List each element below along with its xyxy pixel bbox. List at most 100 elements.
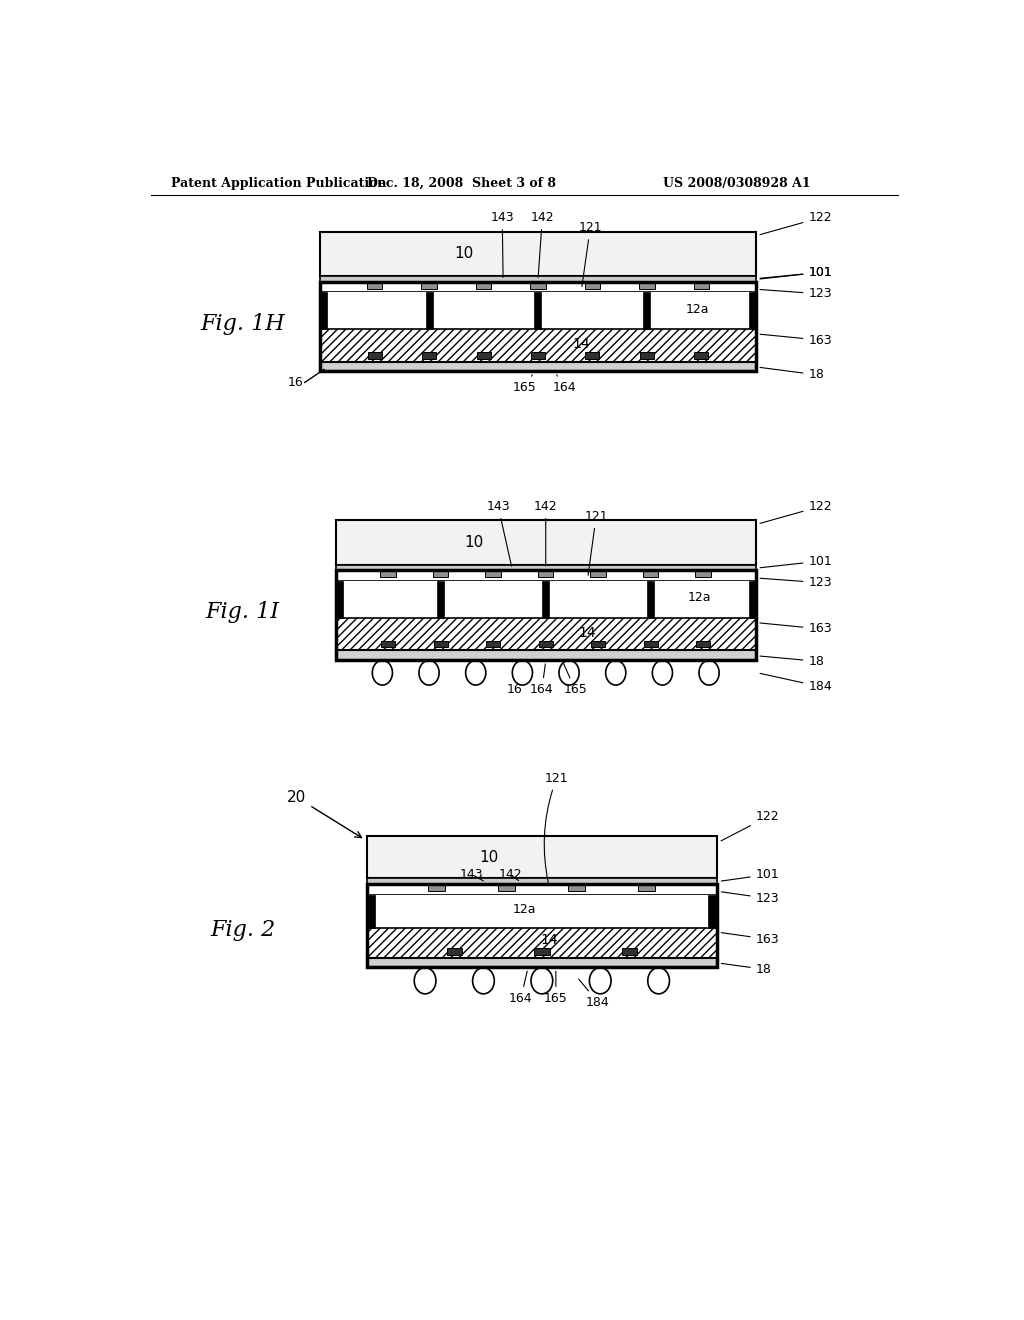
- Bar: [428, 884, 445, 891]
- Bar: [535, 948, 550, 954]
- Text: 122: 122: [760, 500, 833, 524]
- Bar: [709, 895, 717, 928]
- Bar: [446, 948, 462, 954]
- Text: Dec. 18, 2008  Sheet 3 of 8: Dec. 18, 2008 Sheet 3 of 8: [367, 177, 556, 190]
- Bar: [421, 281, 437, 289]
- Ellipse shape: [466, 660, 485, 685]
- Bar: [336, 565, 756, 570]
- Bar: [321, 362, 756, 371]
- Bar: [591, 570, 606, 577]
- Bar: [643, 293, 650, 330]
- Text: Fig. 1I: Fig. 1I: [206, 602, 280, 623]
- Text: 14: 14: [540, 933, 558, 948]
- Text: 101: 101: [760, 554, 833, 568]
- Text: 165: 165: [544, 972, 567, 1005]
- Ellipse shape: [652, 660, 673, 685]
- Bar: [543, 581, 549, 618]
- Text: 10: 10: [479, 850, 499, 865]
- Bar: [336, 651, 756, 660]
- Bar: [622, 948, 637, 954]
- Ellipse shape: [605, 660, 626, 685]
- Text: 18: 18: [760, 367, 824, 381]
- Bar: [644, 642, 657, 647]
- Bar: [585, 281, 600, 289]
- Bar: [336, 581, 343, 618]
- Bar: [367, 895, 717, 928]
- Bar: [586, 352, 599, 359]
- Text: 164: 164: [552, 375, 575, 395]
- Bar: [694, 352, 709, 359]
- Bar: [336, 570, 756, 581]
- Ellipse shape: [699, 660, 719, 685]
- Bar: [433, 570, 449, 577]
- Bar: [368, 352, 382, 359]
- Bar: [749, 581, 756, 618]
- Text: 123: 123: [760, 288, 833, 301]
- Text: 10: 10: [465, 535, 484, 550]
- Bar: [367, 958, 717, 966]
- Ellipse shape: [473, 968, 495, 994]
- Bar: [643, 570, 658, 577]
- Bar: [336, 581, 756, 618]
- Bar: [485, 570, 501, 577]
- Bar: [422, 352, 436, 359]
- Text: 142: 142: [499, 869, 522, 880]
- Ellipse shape: [559, 660, 580, 685]
- Bar: [367, 878, 717, 884]
- Text: 16: 16: [288, 376, 303, 389]
- Text: 101: 101: [760, 265, 833, 279]
- Bar: [367, 836, 717, 878]
- Bar: [321, 231, 756, 276]
- Text: 142: 142: [530, 211, 554, 277]
- Text: 18: 18: [721, 962, 772, 975]
- Text: 143: 143: [460, 869, 483, 880]
- Bar: [531, 352, 545, 359]
- Text: 18: 18: [760, 655, 824, 668]
- Bar: [321, 293, 328, 330]
- Bar: [538, 570, 554, 577]
- Text: 101: 101: [721, 869, 779, 880]
- Text: Fig. 2: Fig. 2: [210, 919, 275, 941]
- Text: 121: 121: [585, 510, 608, 576]
- Bar: [336, 618, 756, 651]
- Bar: [693, 281, 709, 289]
- Text: US 2008/0308928 A1: US 2008/0308928 A1: [663, 177, 810, 190]
- Bar: [367, 884, 717, 895]
- Text: 12a: 12a: [688, 591, 711, 605]
- Bar: [381, 642, 395, 647]
- Text: 123: 123: [721, 892, 779, 906]
- Ellipse shape: [512, 660, 532, 685]
- Bar: [321, 330, 756, 362]
- Text: 14: 14: [579, 626, 597, 640]
- Bar: [321, 281, 756, 371]
- Bar: [530, 281, 546, 289]
- Bar: [381, 570, 396, 577]
- Bar: [476, 281, 492, 289]
- Text: 101: 101: [760, 265, 833, 279]
- Bar: [336, 570, 756, 660]
- Text: 163: 163: [760, 622, 833, 635]
- Bar: [321, 276, 756, 281]
- Bar: [696, 642, 711, 647]
- Text: 122: 122: [721, 810, 779, 841]
- Text: Patent Application Publication: Patent Application Publication: [171, 177, 386, 190]
- Text: 122: 122: [760, 211, 833, 235]
- Text: 20: 20: [288, 789, 361, 838]
- Bar: [426, 293, 432, 330]
- Text: 165: 165: [513, 375, 537, 395]
- Bar: [321, 281, 756, 293]
- Bar: [476, 352, 490, 359]
- Text: 10: 10: [455, 247, 473, 261]
- Text: 163: 163: [721, 933, 779, 945]
- Text: 142: 142: [534, 500, 557, 566]
- Ellipse shape: [590, 968, 611, 994]
- Text: 184: 184: [579, 979, 609, 1008]
- Text: 14: 14: [572, 337, 591, 351]
- Bar: [367, 884, 717, 966]
- Bar: [640, 352, 654, 359]
- Bar: [486, 642, 500, 647]
- Bar: [638, 884, 655, 891]
- Bar: [695, 570, 711, 577]
- Text: 123: 123: [760, 576, 833, 589]
- Bar: [499, 884, 515, 891]
